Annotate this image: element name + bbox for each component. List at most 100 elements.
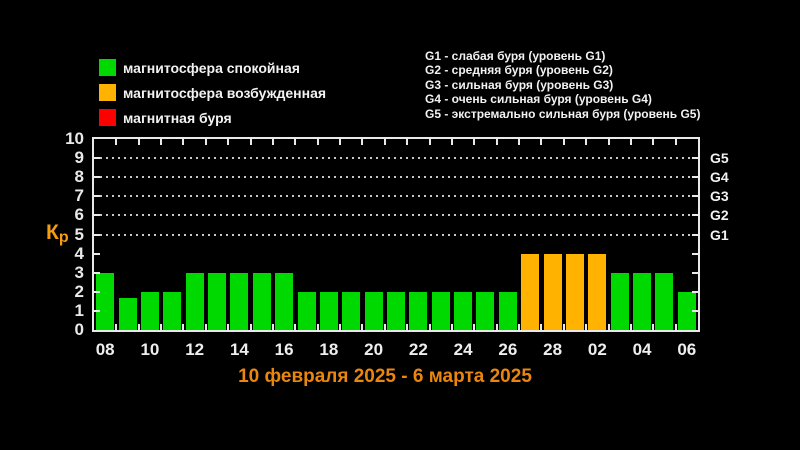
bar-day-06 bbox=[677, 291, 696, 330]
right-axis-tick bbox=[692, 176, 698, 179]
top-axis-tick bbox=[674, 139, 677, 145]
x-axis-label-20: 20 bbox=[364, 340, 384, 359]
left-axis-tick bbox=[94, 195, 100, 198]
bar-day-16 bbox=[275, 272, 294, 330]
top-axis-tick bbox=[339, 139, 342, 145]
bottom-axis-tick bbox=[182, 324, 185, 330]
y-axis-title-sub: р bbox=[58, 229, 69, 246]
top-axis-tick bbox=[585, 139, 588, 145]
bar-day-05 bbox=[655, 272, 674, 330]
y-axis-label-2: 2 bbox=[74, 281, 84, 301]
top-axis-tick bbox=[227, 139, 230, 145]
right-axis-label-g2: G2 bbox=[710, 207, 729, 224]
top-axis-tick bbox=[182, 139, 185, 145]
top-axis-tick bbox=[160, 139, 163, 145]
bar-day-24 bbox=[454, 291, 473, 330]
y-axis-label-5: 5 bbox=[74, 224, 84, 244]
bottom-axis-tick bbox=[227, 324, 230, 330]
x-axis-label-18: 18 bbox=[319, 340, 339, 359]
bar-day-21 bbox=[387, 291, 405, 330]
x-axis-label-08: 08 bbox=[95, 340, 115, 359]
x-axis-label-26: 26 bbox=[498, 340, 518, 359]
x-axis-label-02: 02 bbox=[587, 340, 607, 359]
storm-scale-line-g2: G2 - средняя буря (уровень G2) bbox=[425, 63, 613, 78]
top-axis-tick bbox=[428, 139, 431, 145]
calm-color-swatch bbox=[99, 59, 116, 76]
top-axis-tick bbox=[249, 139, 252, 145]
bar-day-28 bbox=[543, 253, 562, 330]
bottom-axis-tick bbox=[450, 324, 453, 330]
storm-scale-line-g1: G1 - слабая буря (уровень G1) bbox=[425, 49, 606, 63]
right-axis-label-g3: G3 bbox=[710, 188, 729, 205]
bar-day-27 bbox=[521, 253, 540, 330]
bar-day-19 bbox=[342, 291, 361, 330]
plot-area bbox=[92, 137, 700, 332]
bar-day-11 bbox=[163, 291, 182, 330]
bar-day-10 bbox=[140, 291, 159, 330]
bottom-axis-tick bbox=[406, 324, 409, 330]
left-axis-tick bbox=[94, 271, 100, 274]
y-axis-label-1: 1 bbox=[74, 300, 84, 320]
top-axis-tick bbox=[607, 139, 610, 145]
top-axis-tick bbox=[540, 139, 543, 145]
top-axis-tick bbox=[495, 139, 498, 145]
bottom-axis-tick bbox=[160, 324, 163, 330]
threshold-gridline-kp7 bbox=[94, 195, 698, 198]
legend-item-storm: магнитная буря bbox=[99, 109, 232, 126]
bottom-axis-tick bbox=[339, 324, 342, 330]
legend-item-excited: магнитосфера возбужденная bbox=[99, 84, 326, 101]
y-axis-label-7: 7 bbox=[74, 186, 84, 206]
top-axis-tick bbox=[562, 139, 565, 145]
top-axis-tick bbox=[361, 139, 364, 145]
bar-day-26 bbox=[498, 291, 517, 330]
left-axis-tick bbox=[94, 157, 100, 160]
bottom-axis-tick bbox=[204, 324, 207, 330]
bar-day-15 bbox=[252, 272, 271, 330]
bottom-axis-tick bbox=[137, 324, 140, 330]
threshold-gridline-kp6 bbox=[94, 214, 698, 217]
y-axis-label-6: 6 bbox=[74, 205, 84, 225]
storm-scale-line-g5: G5 - экстремально сильная буря (уровень … bbox=[425, 106, 701, 121]
x-axis-label-12: 12 bbox=[185, 340, 205, 359]
legend-label-calm: магнитосфера спокойная bbox=[123, 59, 300, 76]
right-axis-tick bbox=[692, 233, 698, 236]
bottom-axis-tick bbox=[428, 324, 431, 330]
storm-scale-line-g3: G3 - сильная буря (уровень G3) bbox=[425, 77, 614, 92]
top-axis-tick bbox=[294, 139, 297, 145]
bottom-axis-tick bbox=[294, 324, 297, 330]
bar-day-23 bbox=[431, 291, 450, 330]
bottom-axis-tick bbox=[629, 324, 632, 330]
threshold-gridline-kp9 bbox=[94, 157, 698, 160]
left-axis-tick bbox=[94, 176, 100, 179]
bottom-axis-tick bbox=[674, 324, 677, 330]
right-axis-tick bbox=[692, 309, 698, 312]
bar-day-08 bbox=[96, 272, 115, 330]
top-axis-tick bbox=[204, 139, 207, 145]
bottom-axis-tick bbox=[473, 324, 476, 330]
left-axis-tick bbox=[94, 233, 100, 236]
bar-day-02 bbox=[588, 253, 607, 330]
left-axis-tick bbox=[94, 252, 100, 255]
x-axis-label-28: 28 bbox=[543, 340, 563, 359]
right-axis-label-g1: G1 bbox=[710, 226, 729, 243]
bar-day-22 bbox=[409, 291, 428, 330]
bottom-axis-tick bbox=[115, 324, 118, 330]
x-axis-label-14: 14 bbox=[229, 340, 249, 359]
bottom-axis-tick bbox=[495, 324, 498, 330]
top-axis-tick bbox=[473, 139, 476, 145]
top-axis-tick bbox=[518, 139, 521, 145]
right-axis-tick bbox=[692, 214, 698, 217]
excited-color-swatch bbox=[99, 84, 116, 101]
bottom-axis-tick bbox=[271, 324, 274, 330]
bar-day-01 bbox=[565, 253, 584, 330]
bottom-axis-tick bbox=[585, 324, 588, 330]
top-axis-tick bbox=[652, 139, 655, 145]
storm-scale-line-g4: G4 - очень сильная буря (уровень G4) bbox=[425, 92, 652, 107]
y-axis-label-3: 3 bbox=[74, 262, 84, 282]
top-axis-tick bbox=[115, 139, 118, 145]
top-axis-tick bbox=[629, 139, 632, 145]
bottom-axis-tick bbox=[562, 324, 565, 330]
bar-day-18 bbox=[319, 291, 338, 330]
bar-day-20 bbox=[364, 291, 383, 330]
